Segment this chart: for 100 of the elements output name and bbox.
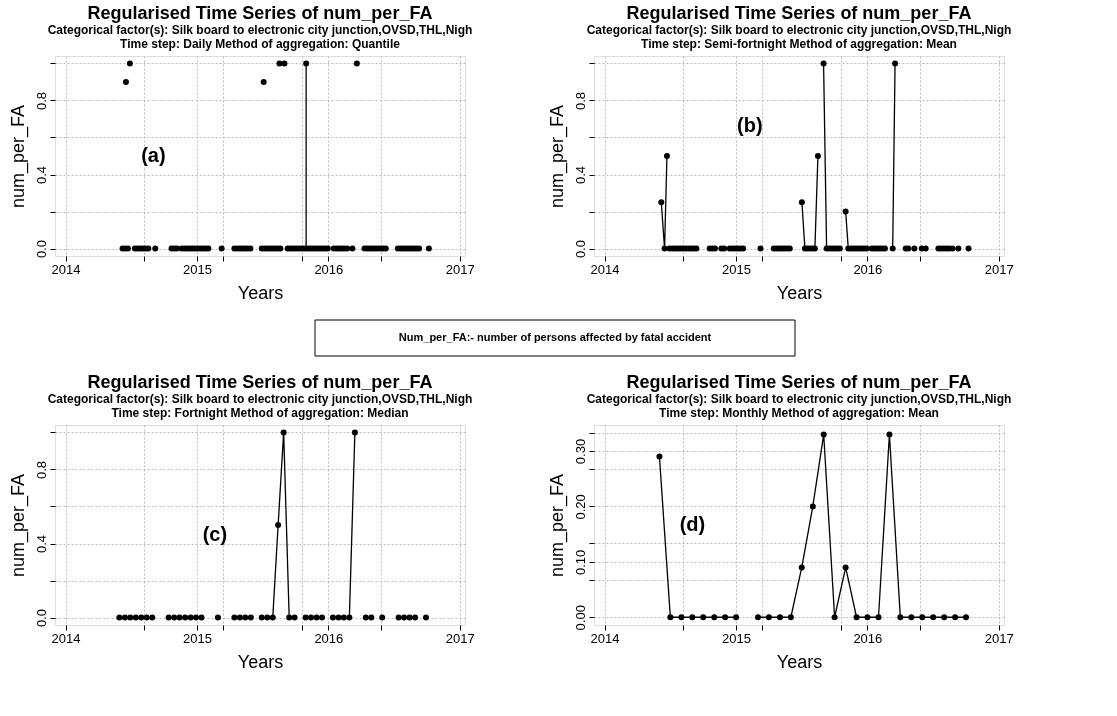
x-axis-title: Years (237, 282, 284, 303)
y-tick-label: 0.8 (572, 91, 588, 110)
x-tick-label: 2014 (590, 261, 620, 277)
point (127, 614, 134, 621)
point (319, 614, 326, 621)
point (242, 614, 249, 621)
point (231, 614, 238, 621)
point (963, 614, 970, 621)
y-tick-label: 0.4 (33, 165, 49, 185)
point (362, 614, 369, 621)
x-tick-label: 2017 (445, 261, 475, 277)
y-tick-label: 0.0 (33, 240, 49, 259)
y-axis-title: num_per_FA (7, 473, 29, 578)
x-tick-label: 2016 (853, 261, 883, 277)
point (346, 614, 353, 621)
x-tick-label: 2017 (984, 261, 1014, 277)
chart-title: Regularised Time Series of num_per_FA (87, 372, 433, 392)
y-tick-label: 0.4 (33, 534, 49, 554)
point (875, 614, 882, 621)
y-tick-label: 0.0 (33, 609, 49, 628)
x-tick-label: 2015 (721, 630, 751, 646)
chart-subtitle: Categorical factor(s): Silk board to electronic city junction,OVSD,THL,Nigh Time step: Semi-fortnight Method of aggregation: Mean (586, 23, 1012, 51)
point (214, 614, 221, 621)
point (307, 614, 314, 621)
point (182, 614, 189, 621)
point (351, 429, 358, 436)
chart-subtitle: Categorical factor(s): Silk board to electronic city junction,OVSD,THL,Nigh Time step: Daily Method of aggregation: Quantile (47, 23, 473, 51)
point (395, 614, 402, 621)
point (379, 614, 386, 621)
point (258, 614, 265, 621)
chart-subtitle: Categorical factor(s): Silk board to electronic city junction,OVSD,THL,Nigh Time step: Fortnight Method of aggregation: Median (47, 392, 473, 420)
x-tick-label: 2014 (51, 630, 81, 646)
point (264, 614, 271, 621)
point (368, 614, 375, 621)
point (678, 614, 685, 621)
x-tick-label: 2017 (445, 630, 475, 646)
point (700, 614, 707, 621)
y-tick-label: 0.20 (572, 494, 588, 520)
x-tick-label: 2016 (314, 261, 344, 277)
point (667, 614, 674, 621)
x-axis-title: Years (776, 282, 823, 303)
y-tick-label: 0.0 (572, 240, 588, 259)
point (722, 614, 729, 621)
chart-title: Regularised Time Series of num_per_FA (87, 3, 433, 23)
point (897, 614, 904, 621)
point (286, 614, 293, 621)
point (302, 614, 309, 621)
x-tick-label: 2014 (51, 261, 81, 277)
y-axis-title: num_per_FA (546, 104, 568, 209)
point (149, 614, 156, 621)
point (280, 429, 287, 436)
chart-title: Regularised Time Series of num_per_FA (626, 3, 972, 23)
point (269, 614, 276, 621)
x-tick-label: 2015 (182, 630, 212, 646)
x-tick-label: 2016 (314, 630, 344, 646)
point (291, 614, 298, 621)
point (952, 614, 959, 621)
x-tick-label: 2015 (721, 261, 751, 277)
y-tick-label: 0.4 (572, 165, 588, 185)
point (171, 614, 178, 621)
point (853, 614, 860, 621)
point (656, 453, 663, 460)
y-tick-label: 0.10 (572, 549, 588, 575)
point (406, 614, 413, 621)
point (798, 564, 805, 571)
point (755, 614, 761, 621)
point (919, 614, 926, 621)
point (340, 614, 347, 621)
point (198, 614, 205, 621)
y-tick-label: 0.30 (572, 438, 588, 465)
point (165, 614, 172, 621)
point (689, 614, 696, 621)
point (820, 431, 827, 438)
point (335, 614, 342, 621)
y-tick-label: 0.00 (572, 605, 588, 631)
x-tick-label: 2016 (853, 630, 883, 646)
point (176, 614, 183, 621)
point (776, 614, 783, 621)
annotation: (c) (202, 523, 228, 545)
point (787, 614, 794, 621)
point (809, 503, 816, 510)
point (329, 614, 336, 621)
point (842, 564, 849, 571)
point (187, 614, 194, 621)
point (275, 522, 282, 528)
point (711, 614, 718, 621)
point (412, 614, 419, 621)
point (401, 614, 408, 621)
point (930, 614, 937, 621)
annotation: (d) (679, 513, 706, 535)
point (941, 614, 948, 621)
x-axis-title: Years (776, 651, 823, 672)
x-tick-label: 2015 (182, 261, 212, 277)
point (864, 614, 871, 621)
y-tick-label: 0.8 (33, 460, 49, 479)
point (132, 614, 139, 621)
point (422, 614, 429, 621)
chart-subtitle: Categorical factor(s): Silk board to electronic city junction,OVSD,THL,Nigh Time step: Monthly Method of aggregation: Mean (586, 392, 1012, 420)
x-tick-label: 2017 (984, 630, 1014, 646)
point (138, 614, 145, 621)
